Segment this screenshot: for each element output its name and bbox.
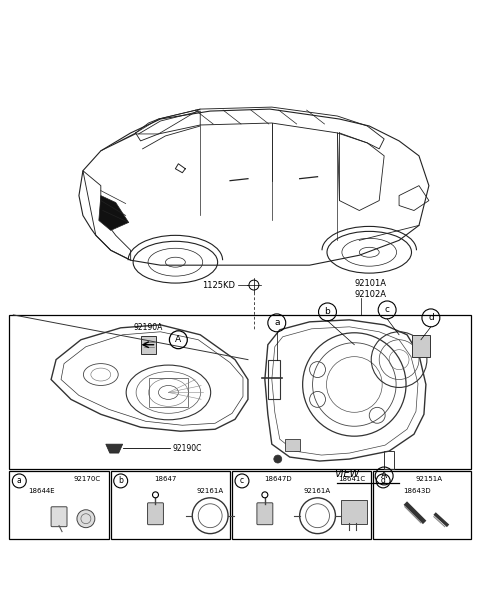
Text: 92102A: 92102A [354,289,386,298]
Text: A: A [381,471,387,481]
Text: 92161A: 92161A [304,488,331,494]
Text: VIEW: VIEW [334,469,360,479]
Bar [232,471,371,539]
Bar [141,336,156,353]
Text: 18643D: 18643D [403,488,431,494]
Text: 92170C: 92170C [74,476,101,482]
Text: a: a [17,477,22,485]
Text: 92161A: 92161A [197,488,224,494]
Bar [373,471,471,539]
FancyBboxPatch shape [51,507,67,527]
Text: c: c [240,477,244,485]
Text: A: A [175,335,181,344]
Text: 92101A: 92101A [354,279,386,288]
Bar [9,315,471,469]
Text: b: b [118,477,123,485]
Text: 92190A: 92190A [134,323,163,332]
Bar [412,334,430,356]
Text: 18647: 18647 [154,476,177,482]
Text: 92190C: 92190C [172,443,202,453]
Text: d: d [381,477,385,485]
FancyBboxPatch shape [257,503,273,525]
Bar [111,471,230,539]
Circle shape [274,455,282,463]
Text: c: c [384,305,390,314]
FancyBboxPatch shape [147,503,164,525]
Polygon shape [99,195,129,230]
Text: 18647D: 18647D [264,476,291,482]
Text: 18644E: 18644E [28,488,54,494]
Bar [9,471,109,539]
Circle shape [77,510,95,527]
Bar [285,439,300,451]
Text: 18641C: 18641C [338,476,365,482]
Text: d: d [428,313,434,323]
Polygon shape [106,444,123,453]
Text: a: a [274,318,279,327]
Text: 1125KD: 1125KD [202,281,235,289]
Text: 92151A: 92151A [415,476,443,482]
FancyBboxPatch shape [341,500,367,524]
Text: b: b [324,307,330,316]
